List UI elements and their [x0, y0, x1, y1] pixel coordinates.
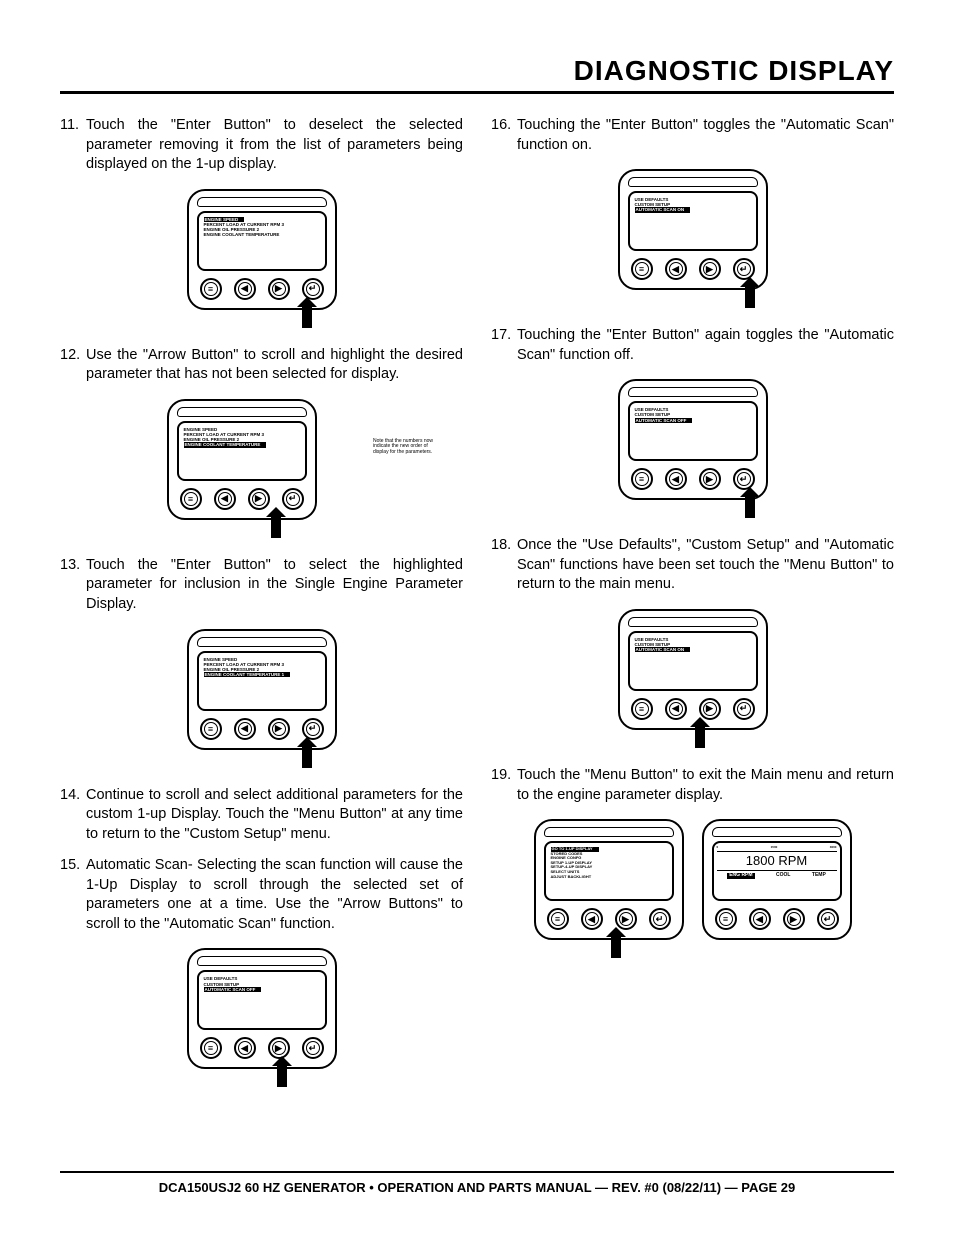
- right-arrow-icon: ▶: [783, 908, 805, 930]
- page-footer: DCA150USJ2 60 HZ GENERATOR • OPERATION A…: [60, 1171, 894, 1195]
- pointer-arrow-icon: [611, 936, 621, 958]
- screen-19b: 015003000 1800 RPM ENG RPMCOOLTEMP: [712, 841, 842, 901]
- screen-19a: GO TO 1-UP DISPLAY STORED CODES ENGINE C…: [544, 841, 674, 901]
- pointer-arrow-icon: [302, 746, 312, 768]
- enter-button-icon: ↵: [733, 698, 755, 720]
- step-19: 19. Touch the "Menu Button" to exit the …: [491, 766, 894, 805]
- enter-button-icon: ↵: [649, 908, 671, 930]
- step-num: 19.: [491, 766, 517, 805]
- device-17: USE DEFAULTS CUSTOM SETUP AUTOMATIC SCAN…: [491, 379, 894, 518]
- screen-12: ENGINE SPEED PERCENT LOAD AT CURRENT RPM…: [177, 421, 307, 481]
- screen-13: ENGINE SPEED PERCENT LOAD AT CURRENT RPM…: [197, 651, 327, 711]
- step-17: 17. Touching the "Enter Button" again to…: [491, 326, 894, 365]
- device-12: ENGINE SPEED PERCENT LOAD AT CURRENT RPM…: [60, 399, 463, 538]
- pointer-arrow-icon: [745, 496, 755, 518]
- left-arrow-icon: ◀: [234, 278, 256, 300]
- step-14: 14. Continue to scroll and select additi…: [60, 786, 463, 845]
- left-arrow-icon: ◀: [234, 718, 256, 740]
- menu-button-icon: ≡: [200, 1037, 222, 1059]
- left-arrow-icon: ◀: [234, 1037, 256, 1059]
- screen-18: USE DEFAULTS CUSTOM SETUP AUTOMATIC SCAN…: [628, 631, 758, 691]
- step-text: Once the "Use Defaults", "Custom Setup" …: [517, 536, 894, 595]
- enter-button-icon: ↵: [302, 1037, 324, 1059]
- pointer-arrow-icon: [271, 516, 281, 538]
- left-column: 11. Touch the "Enter Button" to deselect…: [60, 116, 463, 1105]
- step-num: 15.: [60, 856, 86, 934]
- left-arrow-icon: ◀: [665, 468, 687, 490]
- pointer-arrow-icon: [277, 1065, 287, 1087]
- device-16: USE DEFAULTS CUSTOM SETUP AUTOMATIC SCAN…: [491, 169, 894, 308]
- step-num: 12.: [60, 346, 86, 385]
- right-column: 16. Touching the "Enter Button" toggles …: [491, 116, 894, 1105]
- step-text: Touching the "Enter Button" again toggle…: [517, 326, 894, 365]
- menu-button-icon: ≡: [631, 468, 653, 490]
- step-text: Touch the "Menu Button" to exit the Main…: [517, 766, 894, 805]
- menu-button-icon: ≡: [715, 908, 737, 930]
- device-15: USE DEFAULTS CUSTOM SETUP AUTOMATIC SCAN…: [60, 948, 463, 1087]
- rpm-value: 1800 RPM: [717, 851, 837, 872]
- screen-15: USE DEFAULTS CUSTOM SETUP AUTOMATIC SCAN…: [197, 970, 327, 1030]
- step-16: 16. Touching the "Enter Button" toggles …: [491, 116, 894, 155]
- menu-button-icon: ≡: [200, 278, 222, 300]
- step-num: 18.: [491, 536, 517, 595]
- step-11: 11. Touch the "Enter Button" to deselect…: [60, 116, 463, 175]
- device-13: ENGINE SPEED PERCENT LOAD AT CURRENT RPM…: [60, 629, 463, 768]
- pointer-arrow-icon: [745, 286, 755, 308]
- step-text: Use the "Arrow Button" to scroll and hig…: [86, 346, 463, 385]
- menu-button-icon: ≡: [631, 258, 653, 280]
- menu-button-icon: ≡: [180, 488, 202, 510]
- step-15: 15. Automatic Scan- Selecting the scan f…: [60, 856, 463, 934]
- step-num: 16.: [491, 116, 517, 155]
- step-num: 11.: [60, 116, 86, 175]
- page-header: DIAGNOSTIC DISPLAY: [60, 55, 894, 94]
- step-text: Touching the "Enter Button" toggles the …: [517, 116, 894, 155]
- content-columns: 11. Touch the "Enter Button" to deselect…: [60, 116, 894, 1105]
- device-11: ENGINE SPEED PERCENT LOAD AT CURRENT RPM…: [60, 189, 463, 328]
- left-arrow-icon: ◀: [214, 488, 236, 510]
- device-18: USE DEFAULTS CUSTOM SETUP AUTOMATIC SCAN…: [491, 609, 894, 748]
- step-12: 12. Use the "Arrow Button" to scroll and…: [60, 346, 463, 385]
- step-num: 17.: [491, 326, 517, 365]
- menu-button-icon: ≡: [200, 718, 222, 740]
- callout-note: Note that the numbers now indicate the n…: [373, 439, 443, 456]
- right-arrow-icon: ▶: [699, 468, 721, 490]
- step-text: Touch the "Enter Button" to deselect the…: [86, 116, 463, 175]
- right-arrow-icon: ▶: [268, 278, 290, 300]
- screen-17: USE DEFAULTS CUSTOM SETUP AUTOMATIC SCAN…: [628, 401, 758, 461]
- step-num: 13.: [60, 556, 86, 615]
- right-arrow-icon: ▶: [268, 718, 290, 740]
- pointer-arrow-icon: [302, 306, 312, 328]
- step-text: Automatic Scan- Selecting the scan funct…: [86, 856, 463, 934]
- left-arrow-icon: ◀: [665, 698, 687, 720]
- enter-button-icon: ↵: [817, 908, 839, 930]
- menu-button-icon: ≡: [631, 698, 653, 720]
- menu-button-icon: ≡: [547, 908, 569, 930]
- step-text: Touch the "Enter Button" to select the h…: [86, 556, 463, 615]
- step-18: 18. Once the "Use Defaults", "Custom Set…: [491, 536, 894, 595]
- left-arrow-icon: ◀: [581, 908, 603, 930]
- device-19: GO TO 1-UP DISPLAY STORED CODES ENGINE C…: [491, 819, 894, 958]
- step-text: Continue to scroll and select additional…: [86, 786, 463, 845]
- right-arrow-icon: ▶: [699, 258, 721, 280]
- step-num: 14.: [60, 786, 86, 845]
- left-arrow-icon: ◀: [665, 258, 687, 280]
- step-13: 13. Touch the "Enter Button" to select t…: [60, 556, 463, 615]
- left-arrow-icon: ◀: [749, 908, 771, 930]
- screen-11: ENGINE SPEED PERCENT LOAD AT CURRENT RPM…: [197, 211, 327, 271]
- screen-16: USE DEFAULTS CUSTOM SETUP AUTOMATIC SCAN…: [628, 191, 758, 251]
- pointer-arrow-icon: [695, 726, 705, 748]
